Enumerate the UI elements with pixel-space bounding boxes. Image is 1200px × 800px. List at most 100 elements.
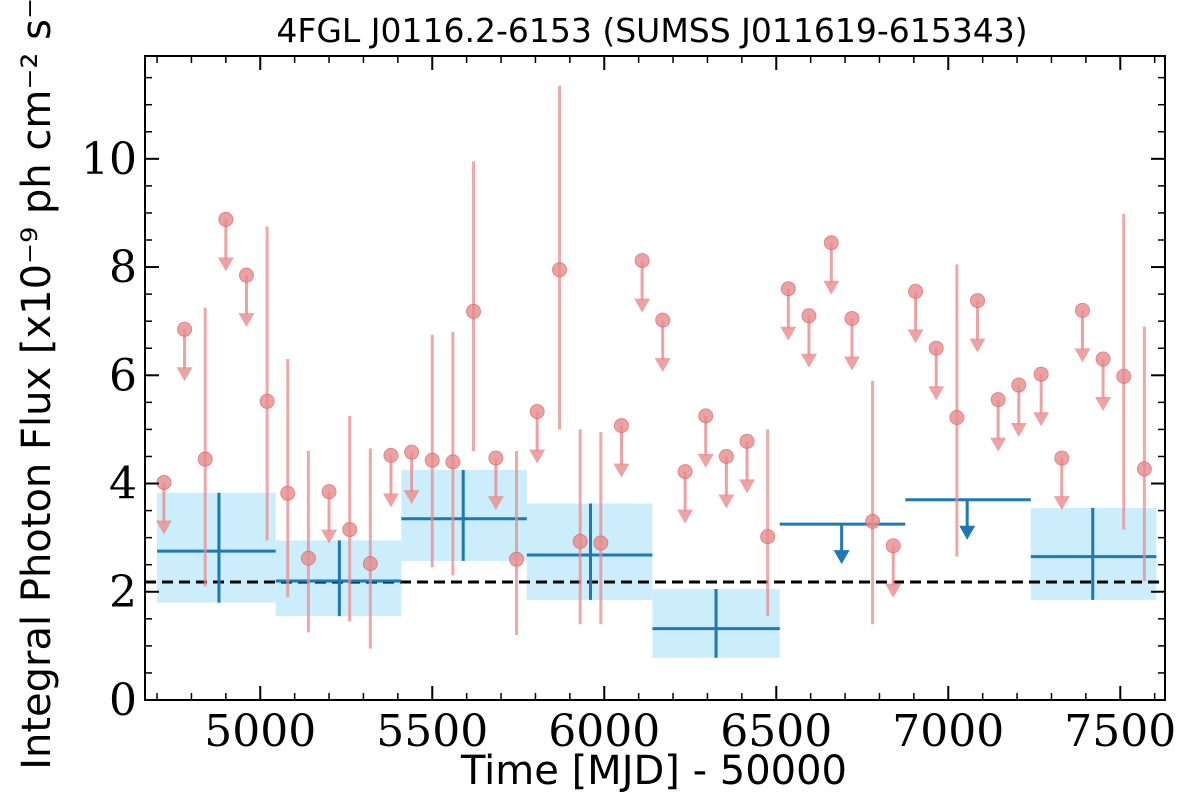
short-bin-point [218, 211, 234, 227]
x-tick-label: 6500 [720, 706, 832, 757]
y-tick-label: 8 [109, 242, 137, 293]
short-bin-point [445, 454, 461, 470]
short-bin-point [613, 418, 629, 434]
long-bin-ul-arrow [833, 550, 850, 565]
short-bin-point [1011, 377, 1027, 393]
short-bin-point [300, 550, 316, 566]
short-bin-ul-arrow [654, 358, 671, 373]
short-bin-point [990, 392, 1006, 408]
x-tick-label: 6000 [548, 706, 660, 757]
short-bin-point [238, 267, 254, 283]
x-tick-label: 7000 [892, 706, 1004, 757]
y-tick-label: 0 [109, 675, 137, 726]
long-bin-points [157, 470, 1157, 658]
short-bin-point [1095, 351, 1111, 367]
short-bin-ul-arrow [677, 509, 694, 524]
short-bin-point [865, 513, 881, 529]
short-bin-ul-arrow [487, 496, 504, 511]
short-bin-point [949, 410, 965, 426]
short-bin-point [634, 253, 650, 269]
short-bin-point [1116, 368, 1132, 384]
short-bin-point [970, 293, 986, 309]
x-tick-label: 5000 [204, 706, 316, 757]
short-bin-ul-arrow [990, 437, 1007, 452]
long-bin-band [157, 492, 276, 603]
short-bin-ul-arrow [780, 326, 797, 341]
plot-frame [144, 55, 1166, 701]
short-bin-point [1074, 302, 1090, 318]
short-bin-point [593, 535, 609, 551]
short-bin-ul-arrow [1053, 496, 1070, 511]
short-bin-point [342, 522, 358, 538]
short-bin-point [885, 538, 901, 554]
chart-title: 4FGL J0116.2-6153 (SUMSS J011619-615343) [276, 11, 1027, 50]
short-bin-ul-arrow [1074, 348, 1091, 363]
short-bin-point [383, 447, 399, 463]
short-bin-point [1033, 366, 1049, 382]
short-bin-ul-arrow [1033, 412, 1050, 427]
short-bin-point [529, 404, 545, 420]
short-bin-ul-arrow [1010, 423, 1027, 438]
short-bin-point [197, 451, 213, 467]
short-bin-ul-arrow [382, 493, 399, 508]
short-bin-ul-arrow [739, 479, 756, 494]
short-bin-point [739, 433, 755, 449]
short-bin-point [844, 310, 860, 326]
short-bin-points [155, 85, 1152, 649]
short-bin-point [280, 485, 296, 501]
short-bin-ul-arrow [823, 280, 840, 295]
short-bin-ul-arrow [634, 298, 651, 313]
short-bin-point [698, 408, 714, 424]
short-bin-ul-arrow [176, 367, 193, 382]
short-bin-ul-arrow [217, 257, 234, 272]
short-bin-point [1136, 461, 1152, 477]
short-bin-ul-arrow [1095, 397, 1112, 412]
short-bin-point [552, 262, 568, 278]
short-bin-point [677, 464, 693, 480]
short-bin-point [321, 484, 337, 500]
short-bin-ul-arrow [969, 338, 986, 353]
y-tick-label: 6 [109, 350, 137, 401]
short-bin-point [509, 551, 525, 567]
short-bin-point [908, 283, 924, 299]
short-bin-ul-arrow [529, 449, 546, 464]
short-bin-point [1054, 450, 1070, 466]
short-bin-ul-arrow [613, 463, 630, 478]
short-bin-ul-arrow [800, 353, 817, 368]
short-bin-point [718, 448, 734, 464]
y-tick-label: 4 [109, 459, 137, 510]
short-bin-ul-arrow [843, 356, 860, 371]
short-bin-point [928, 340, 944, 356]
short-bin-point [362, 556, 378, 572]
x-tick-label: 5500 [376, 706, 488, 757]
axis-ticks: 5000 5500 6000 6500 7000 7500 0 2 4 6 8 10 [81, 56, 1176, 757]
short-bin-point [156, 474, 172, 490]
short-bin-point [801, 308, 817, 324]
short-bin-ul-arrow [238, 313, 255, 328]
short-bin-ul-arrow [155, 520, 172, 535]
short-bin-ul-arrow [321, 529, 338, 544]
short-bin-point [823, 235, 839, 251]
y-axis-label: Integral Photon Flux [x10⁻⁹ ph cm⁻² s⁻¹] [14, 0, 60, 770]
short-bin-point [760, 529, 776, 545]
short-bin-point [572, 533, 588, 549]
short-bin-point [177, 321, 193, 337]
short-bin-point [780, 281, 796, 297]
short-bin-ul-arrow [928, 386, 945, 401]
short-bin-point [424, 452, 440, 468]
y-tick-label: 2 [109, 567, 137, 618]
long-bin-ul-arrow [959, 525, 976, 540]
short-bin-point [466, 303, 482, 319]
short-bin-ul-arrow [697, 453, 714, 468]
short-bin-ul-arrow [907, 329, 924, 344]
short-bin-ul-arrow [718, 494, 735, 509]
short-bin-ul-arrow [403, 490, 420, 505]
short-bin-point [655, 312, 671, 328]
short-bin-point [404, 444, 420, 460]
short-bin-ul-arrow [885, 583, 902, 598]
short-bin-point [488, 450, 504, 466]
y-tick-label: 10 [81, 134, 137, 185]
short-bin-point [259, 393, 275, 409]
x-axis-label: Time [MJD] - 50000 [460, 748, 847, 794]
